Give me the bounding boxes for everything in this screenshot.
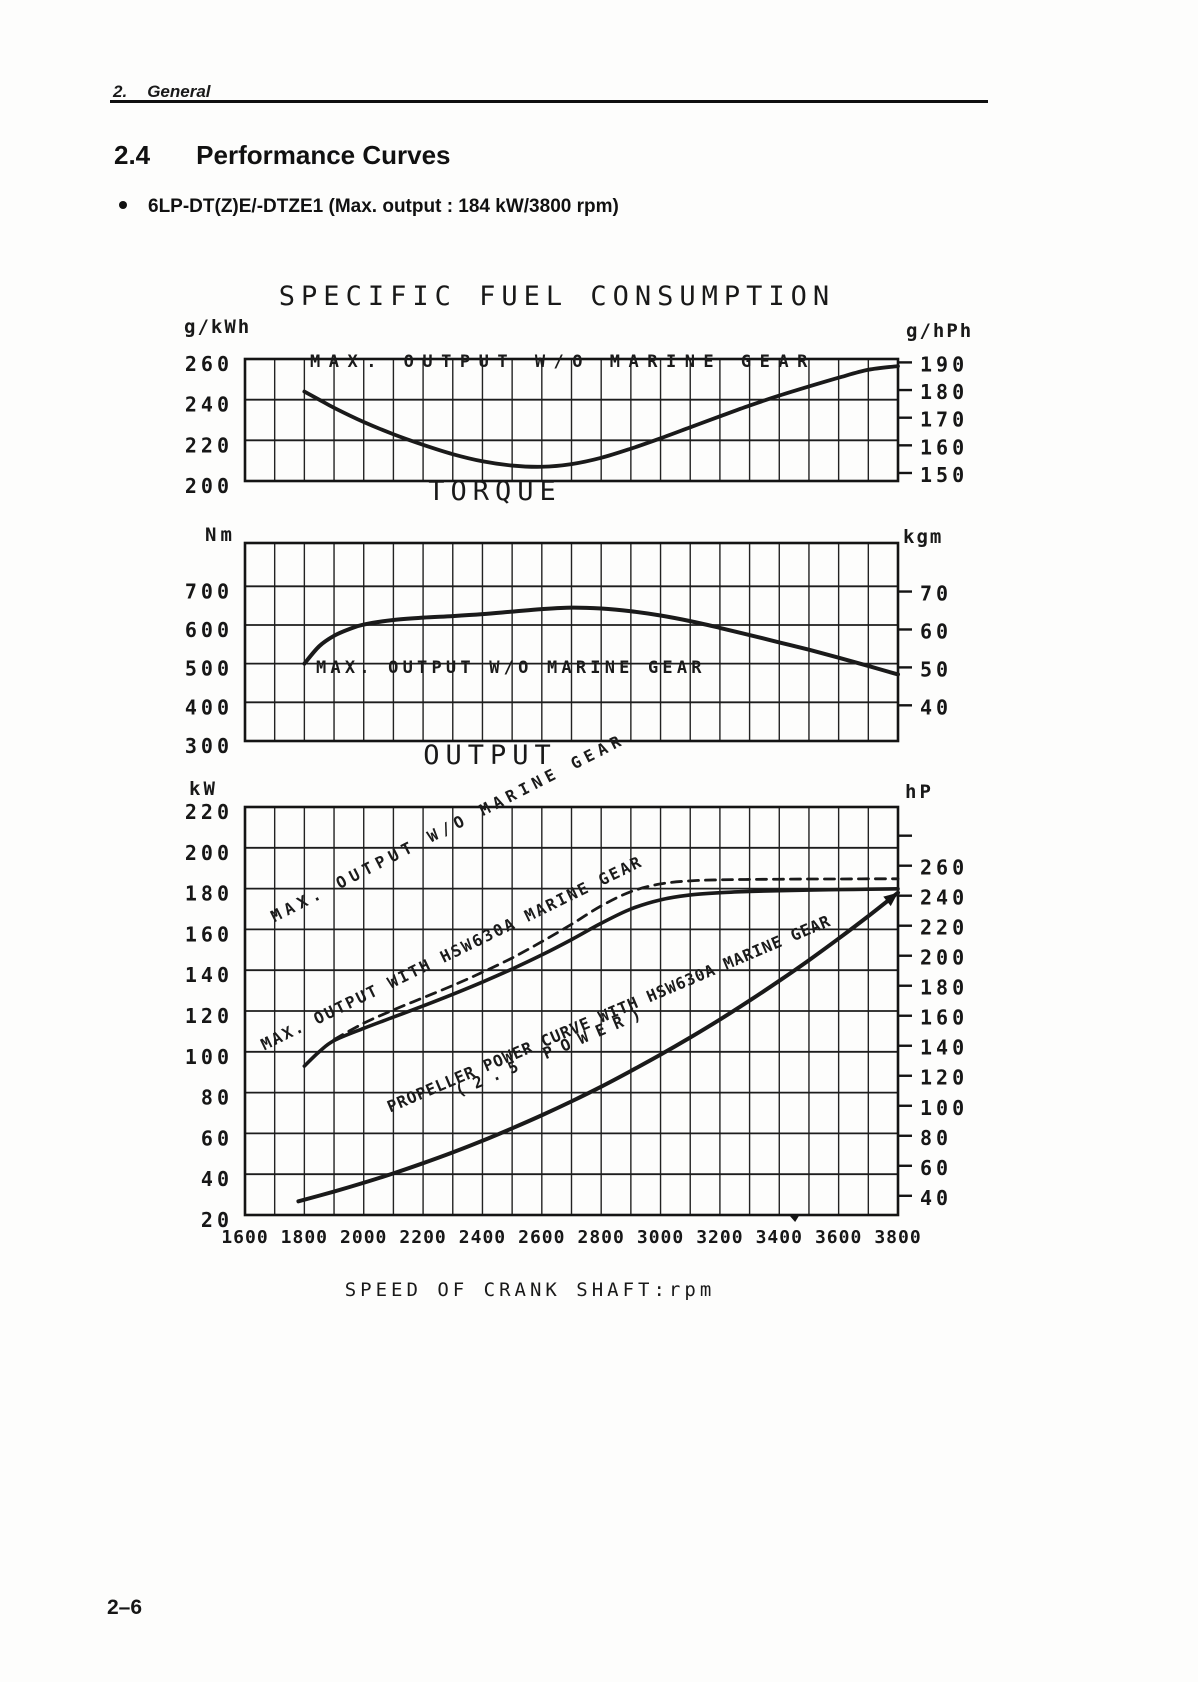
right-axis-tick-label: 220	[920, 916, 968, 940]
x-axis-tick-label: 2200	[399, 1227, 446, 1248]
right-axis-tick-label: 40	[920, 695, 952, 719]
x-axis-tick-label: 2400	[459, 1227, 506, 1248]
left-axis-tick-label: 140	[185, 963, 233, 987]
output-right-axis-unit: hP	[905, 781, 934, 803]
page-title: Performance Curves	[196, 140, 451, 170]
engine-model-line: 6LP-DT(Z)E/-DTZE1 (Max. output : 184 kW/…	[119, 196, 619, 218]
right-axis-tick-label: 160	[920, 1006, 968, 1030]
section-number: 2.4	[114, 140, 151, 170]
right-axis-tick-label: 240	[920, 886, 968, 910]
x-axis-tick-label: 2000	[340, 1227, 387, 1248]
left-axis-tick-label: 80	[201, 1086, 233, 1110]
left-axis-tick-label: 20	[201, 1208, 233, 1232]
series-curve	[302, 887, 900, 1068]
right-axis-tick-label: 60	[920, 1156, 952, 1180]
right-axis-tick-label: 260	[920, 856, 968, 880]
right-axis-tick-label: 150	[920, 463, 968, 487]
x-axis-tick-label: 2600	[518, 1227, 565, 1248]
left-axis-tick-label: 300	[185, 734, 233, 758]
series-curve	[302, 364, 900, 469]
right-axis-tick-label: 180	[920, 380, 968, 404]
plot-border	[243, 805, 900, 1217]
left-axis-tick-label: 500	[185, 657, 233, 681]
bullet-icon	[119, 201, 127, 209]
left-axis-tick-label: 220	[185, 433, 233, 457]
x-axis-tick-label: 3800	[874, 1227, 921, 1248]
chart-title-output: OUTPUT	[423, 740, 557, 771]
right-axis-tick-label: 170	[920, 408, 968, 432]
left-axis-tick-label: 220	[185, 800, 233, 824]
chart-title-specific-fuel-consumption: SPECIFIC FUEL CONSUMPTION	[278, 281, 836, 312]
torque-left-axis-unit: Nm	[205, 524, 236, 546]
x-axis-tick-label: 1600	[221, 1227, 268, 1248]
x-axis-tick-label: 3000	[637, 1227, 684, 1248]
axis-marker	[788, 1214, 801, 1222]
left-axis-tick-label: 200	[185, 474, 233, 498]
chart-title-torque: TORQUE	[428, 476, 562, 507]
x-axis-tick-label: 3200	[696, 1227, 743, 1248]
left-axis-tick-label: 40	[201, 1167, 233, 1191]
series-curve	[296, 890, 900, 1204]
running-header-title: General	[147, 82, 211, 101]
header-rule-divider	[110, 100, 988, 103]
x-axis-tick-label: 3600	[815, 1227, 862, 1248]
right-axis-tick-label: 140	[920, 1036, 968, 1060]
page-number: 2–6	[107, 1596, 143, 1619]
left-axis-tick-label: 260	[185, 352, 233, 376]
engine-model-subtitle: 6LP-DT(Z)E/-DTZE1 (Max. output : 184 kW/…	[148, 196, 619, 217]
right-axis-tick-label: 200	[920, 946, 968, 970]
left-axis-tick-label: 700	[185, 579, 233, 603]
right-axis-tick-label: 60	[920, 619, 952, 643]
left-axis-tick-label: 60	[201, 1126, 233, 1150]
right-axis-tick-label: 180	[920, 976, 968, 1000]
running-header: 2. General	[113, 82, 211, 102]
plot-border	[243, 541, 900, 743]
left-axis-tick-label: 200	[185, 841, 233, 865]
curve-label: MAX. OUTPUT W/O MARINE GEAR	[310, 351, 816, 372]
output-left-axis-unit: kW	[189, 778, 218, 800]
right-axis-tick-label: 160	[920, 435, 968, 459]
x-axis-tick-label: 1800	[281, 1227, 328, 1248]
series-curve	[302, 605, 900, 677]
curve-label: MAX. OUTPUT W/O MARINE GEAR	[316, 657, 706, 678]
left-axis-tick-label: 180	[185, 882, 233, 906]
right-axis-tick-label: 50	[920, 657, 952, 681]
right-axis-tick-label: 190	[920, 352, 968, 376]
left-axis-tick-label: 120	[185, 1004, 233, 1028]
plot-border	[243, 357, 900, 483]
section-heading: 2.4 Performance Curves	[114, 140, 451, 171]
left-axis-tick-label: 100	[185, 1045, 233, 1069]
sfc-left-axis-unit: g/kWh	[184, 316, 252, 338]
right-axis-tick-label: 120	[920, 1066, 968, 1090]
curve-arrowhead	[883, 892, 898, 907]
x-axis-tick-label: 3400	[756, 1227, 803, 1248]
x-axis-tick-label: 2800	[578, 1227, 625, 1248]
left-axis-tick-label: 600	[185, 618, 233, 642]
running-header-number: 2.	[113, 82, 128, 101]
left-axis-tick-label: 240	[185, 393, 233, 417]
right-axis-tick-label: 40	[920, 1186, 952, 1210]
right-axis-tick-label: 100	[920, 1096, 968, 1120]
left-axis-tick-label: 160	[185, 922, 233, 946]
sfc-right-axis-unit: g/hPh	[906, 320, 974, 342]
series-curve	[332, 877, 900, 1041]
torque-right-axis-unit: kgm	[903, 526, 944, 548]
left-axis-tick-label: 400	[185, 695, 233, 719]
x-axis-title: SPEED OF CRANK SHAFT:rpm	[344, 1279, 716, 1301]
right-axis-tick-label: 80	[920, 1126, 952, 1150]
right-axis-tick-label: 70	[920, 582, 952, 606]
